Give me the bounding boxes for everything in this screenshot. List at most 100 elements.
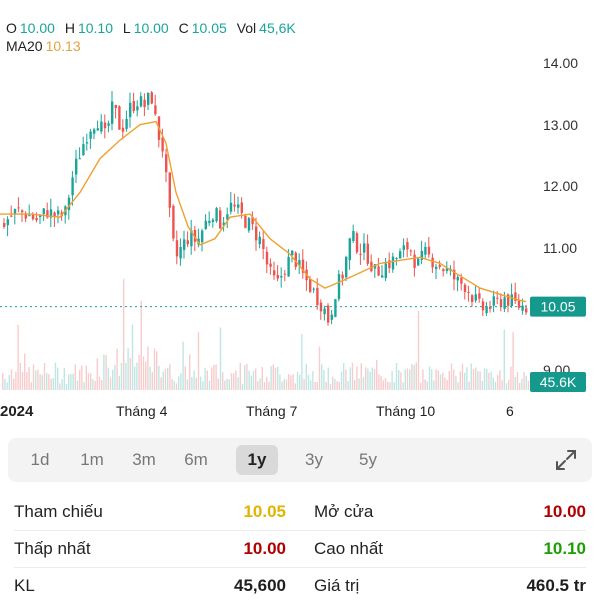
candle	[510, 294, 513, 306]
volume-bar	[354, 380, 356, 390]
timeframe-1d[interactable]: 1d	[30, 450, 50, 469]
candle	[89, 131, 92, 139]
volume-bar	[191, 376, 193, 390]
volume-bar	[6, 382, 8, 390]
volume-bar	[406, 368, 409, 390]
volume-bar	[134, 366, 136, 390]
volume-bar	[446, 380, 448, 390]
candle	[10, 215, 13, 217]
volume-bar	[182, 341, 184, 390]
candle	[208, 220, 211, 224]
volume-bar	[228, 379, 230, 390]
volume-bar	[514, 377, 516, 390]
volume-bar	[466, 367, 468, 390]
volume-bar	[336, 381, 338, 390]
volume-bar	[380, 376, 382, 390]
candle	[139, 96, 143, 107]
ma-value: 10.13	[45, 38, 81, 54]
volume-bar	[340, 371, 343, 390]
close-value: 10.05	[191, 20, 227, 36]
candle	[237, 204, 240, 208]
candle	[219, 210, 222, 229]
volume-bar	[103, 354, 105, 390]
candle	[384, 263, 387, 278]
candle	[298, 260, 301, 266]
volume-bar	[527, 380, 530, 390]
volume-bar	[376, 359, 378, 390]
expand-icon[interactable]	[554, 448, 578, 472]
stat-label: Thấp nhất	[14, 539, 91, 558]
candle	[352, 231, 355, 241]
volume-bar	[164, 368, 167, 390]
ma-label: MA20	[6, 38, 43, 54]
volume-bar	[90, 373, 92, 390]
candle	[269, 263, 272, 267]
timeframe-1y[interactable]: 1y	[236, 445, 278, 475]
volume-bar	[422, 369, 424, 390]
volume-bar	[153, 348, 156, 390]
volume-bar	[459, 371, 461, 390]
volume-bar	[301, 334, 303, 390]
candle	[478, 293, 481, 299]
volume-bar	[268, 381, 270, 390]
volume-bar	[37, 369, 39, 390]
volume-bar	[57, 367, 59, 390]
open-value: 10.00	[19, 20, 55, 36]
volume-bar	[494, 381, 497, 390]
timeframe-6m[interactable]: 6m	[184, 450, 208, 469]
timeframe-3m[interactable]: 3m	[132, 450, 156, 469]
candle	[179, 247, 182, 259]
volume-bar	[505, 383, 508, 390]
volume-bar	[439, 374, 442, 390]
volume-bar	[211, 367, 213, 390]
timeframe-3y[interactable]: 3y	[305, 450, 323, 469]
candle	[17, 207, 20, 209]
candle	[247, 218, 251, 231]
volume-bar	[30, 382, 32, 390]
volume-bar	[389, 382, 391, 390]
volume-bar	[131, 324, 134, 390]
volume-bar	[382, 380, 384, 390]
timeframe-5y[interactable]: 5y	[359, 450, 377, 469]
volume-bar	[52, 378, 54, 390]
volume-bar	[248, 370, 250, 390]
volume-bar	[171, 379, 173, 390]
divider	[14, 530, 586, 531]
volume-bar	[101, 380, 103, 390]
volume-bar	[94, 381, 96, 390]
volume-bar	[349, 367, 351, 390]
candle	[395, 257, 398, 259]
candle	[525, 308, 528, 313]
volume-bar	[523, 372, 525, 390]
volume-bar	[305, 364, 307, 390]
volume-bar	[285, 379, 288, 390]
volume-bar	[356, 366, 358, 390]
candle	[233, 204, 236, 207]
volume-bar	[321, 364, 323, 390]
candle	[150, 92, 153, 104]
candle	[100, 121, 103, 132]
volume-bar	[475, 367, 477, 390]
price-badge	[530, 296, 586, 317]
volume-bar	[402, 382, 404, 390]
volume-bar	[85, 365, 87, 390]
volume-bar	[420, 382, 422, 390]
volume-bar	[87, 373, 90, 390]
volume-bar	[417, 311, 420, 390]
x-tick-label: 6	[506, 403, 514, 419]
volume-bar	[2, 373, 4, 390]
volume-bar	[136, 362, 138, 390]
candle	[406, 242, 409, 250]
stat-value: 10.00	[543, 502, 586, 521]
candle	[201, 230, 204, 243]
candle	[85, 142, 89, 144]
candle	[330, 314, 333, 320]
volume-bar	[512, 332, 514, 390]
volume-bar	[358, 378, 360, 390]
volume-bar	[347, 381, 349, 390]
volume-bar	[453, 369, 455, 390]
timeframe-1m[interactable]: 1m	[80, 450, 104, 469]
candle	[334, 299, 337, 317]
volume-bar	[206, 370, 208, 390]
